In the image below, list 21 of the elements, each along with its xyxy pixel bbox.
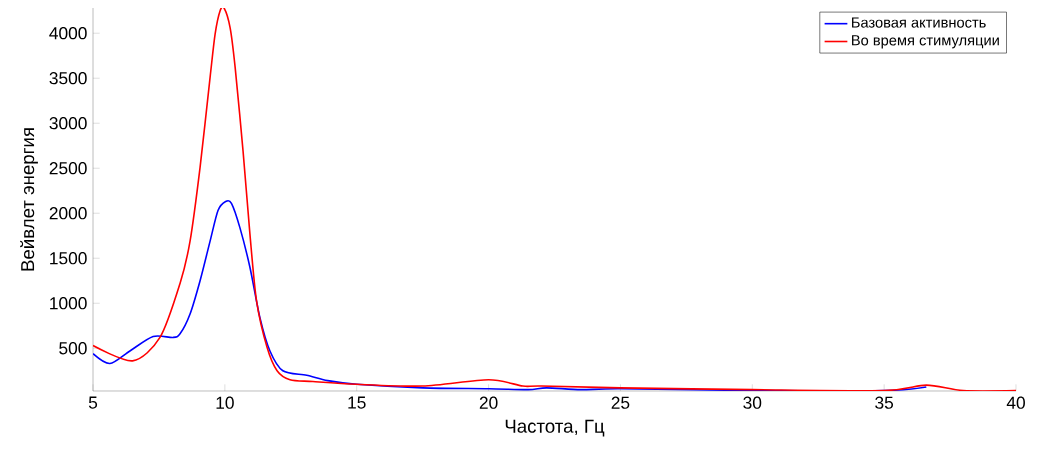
y-tick-label: 1500 (50, 252, 87, 265)
x-tick-label: 5 (88, 396, 98, 409)
y-axis-title: Вейвлет энергия (20, 128, 38, 271)
y-tick-label: 2000 (49, 207, 87, 220)
x-tick-label: 40 (1006, 396, 1025, 409)
x-tick-label: 30 (743, 396, 762, 409)
x-tick-label: 15 (348, 396, 366, 409)
y-tick-label: 4000 (49, 27, 87, 40)
x-axis-title: Частота, Гц (505, 419, 605, 437)
legend-label: Во время стимуляции (852, 35, 999, 49)
x-tick-label: 25 (611, 396, 630, 409)
y-tick-label: 3000 (49, 117, 87, 130)
x-tick-label: 35 (875, 396, 894, 409)
y-tick-label: 3500 (49, 72, 87, 85)
legend-label: Базовая активность (852, 17, 986, 28)
line-series (93, 8, 1016, 391)
y-tick-label: 500 (59, 342, 87, 355)
x-tick-label: 10 (216, 396, 234, 409)
y-tick-label: 1000 (50, 297, 87, 310)
y-tick-label: 2500 (49, 162, 87, 175)
x-tick-label: 20 (479, 396, 498, 409)
